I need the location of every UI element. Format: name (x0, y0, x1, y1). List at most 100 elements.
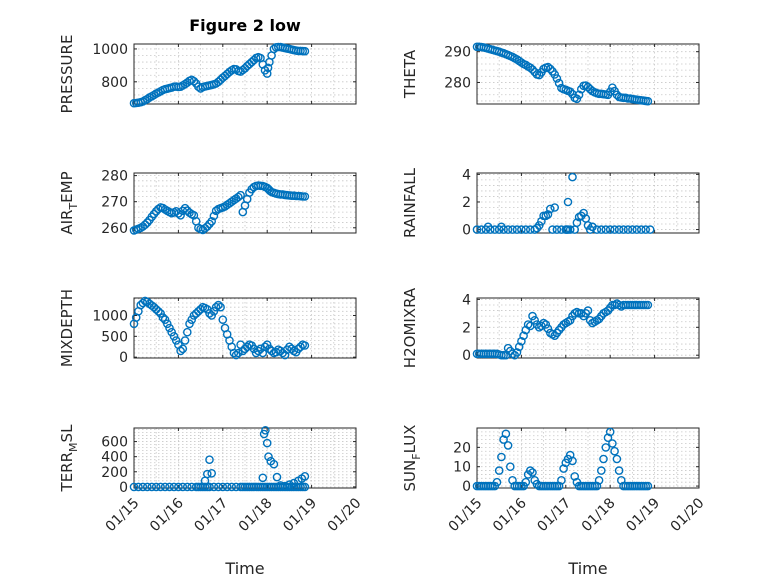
data-point (568, 172, 577, 182)
y-axis-label: THETA (401, 49, 419, 99)
data-point (207, 468, 216, 478)
y-tick-label: 800 (101, 75, 128, 91)
data-point (565, 87, 575, 96)
data-point (178, 344, 188, 354)
y-axis-label: SUNFLUX (401, 425, 423, 492)
y-tick-label: 280 (444, 75, 471, 91)
y-axis-label: MIXDEPTH (58, 289, 76, 367)
data-point (632, 225, 642, 234)
data-point (142, 218, 152, 227)
subplot-air_temp: 260 270 280 AIRTEMP (58, 169, 357, 237)
data-point (200, 223, 210, 233)
data-point (512, 348, 522, 357)
y-tick-label: 2 (462, 320, 471, 336)
data-point (514, 342, 524, 352)
subplot-pressure: 800 1000 PRESSURE Figure 2 low (58, 16, 357, 114)
data-point (541, 320, 551, 329)
data-point (494, 466, 504, 475)
data-point (530, 315, 540, 325)
data-point (574, 90, 584, 100)
y-axis-label-sub: F (410, 453, 423, 459)
data-point (565, 315, 575, 325)
data-point (231, 350, 241, 360)
data-point (138, 482, 148, 492)
y-tick-label: 2 (462, 195, 471, 211)
data-point (612, 454, 622, 464)
y-tick-label: 0 (462, 223, 471, 239)
data-point (134, 482, 143, 492)
data-point (262, 438, 272, 448)
data-points (129, 42, 310, 108)
y-axis-label-main: PRESSURE (58, 35, 76, 114)
data-point (202, 469, 212, 479)
data-point (526, 63, 535, 72)
data-point (236, 190, 245, 200)
data-point (264, 452, 273, 462)
data-point (218, 315, 228, 325)
y-tick-label: 270 (101, 195, 128, 211)
x-tick-label: 01/15 (103, 495, 143, 535)
y-axis-label-post: EMP (58, 171, 76, 202)
data-point (229, 348, 239, 358)
data-point (211, 302, 221, 312)
data-point (262, 69, 272, 78)
data-point (280, 350, 290, 360)
chart-title: Figure 2 low (189, 16, 301, 35)
data-point (176, 210, 185, 220)
data-point (601, 225, 611, 234)
y-tick-label: 400 (101, 450, 128, 466)
y-axis-label-post: LUX (401, 425, 419, 454)
x-tick-label: 01/19 (623, 495, 663, 535)
data-point (543, 210, 553, 219)
data-point (528, 468, 537, 477)
y-tick-label: 500 (101, 329, 128, 345)
data-point (552, 225, 562, 234)
data-point (643, 481, 653, 491)
data-point (158, 203, 168, 213)
data-point (528, 311, 537, 321)
data-point (185, 319, 194, 329)
y-tick-label: 4 (462, 292, 471, 308)
data-point (167, 327, 176, 337)
data-point (256, 344, 265, 354)
data-point (189, 76, 199, 86)
data-point (605, 427, 615, 437)
y-tick-label: 1000 (92, 309, 128, 325)
data-points (129, 296, 310, 360)
data-point (222, 482, 232, 492)
data-point (628, 225, 637, 234)
data-point (554, 78, 564, 88)
data-point (543, 62, 553, 72)
data-point (178, 482, 188, 492)
y-axis-label-main: SUN (401, 460, 419, 492)
x-tick-label: 01/18 (579, 495, 619, 535)
data-point (543, 324, 553, 334)
data-point (521, 60, 531, 70)
data-point (205, 482, 214, 492)
data-point (610, 225, 619, 234)
data-point (233, 348, 243, 358)
axes-border (476, 43, 700, 105)
y-axis-label-main: H2OMIXRA (401, 287, 419, 368)
x-tick-label: 01/20 (325, 495, 365, 535)
data-point (209, 482, 219, 492)
x-tick-label: 01/17 (534, 495, 574, 535)
axes-frame (476, 172, 700, 234)
data-point (129, 482, 139, 492)
data-point (597, 466, 606, 475)
data-point (623, 225, 633, 234)
data-point (503, 441, 513, 450)
data-point (259, 429, 269, 439)
data-point (174, 482, 183, 492)
data-point (548, 225, 557, 234)
data-point (501, 429, 511, 439)
data-point (154, 306, 163, 316)
data-point (643, 96, 653, 106)
data-points (129, 181, 310, 235)
data-point (158, 313, 168, 322)
data-point (209, 211, 219, 221)
data-point (526, 466, 535, 475)
